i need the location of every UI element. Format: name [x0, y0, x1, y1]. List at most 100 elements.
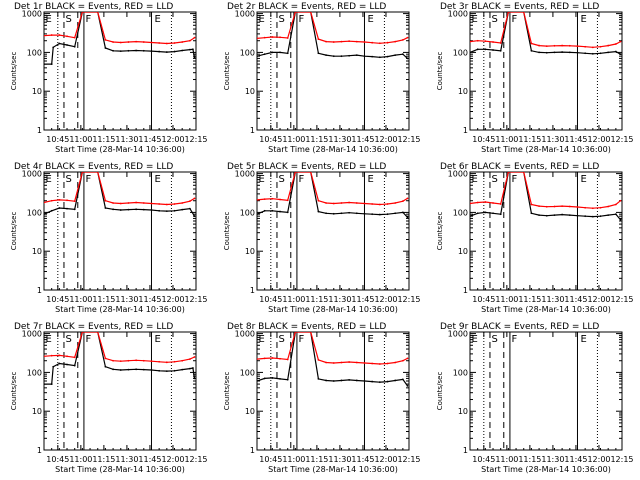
data-point-events	[406, 216, 409, 219]
data-point-events	[181, 208, 184, 211]
data-point-lld	[363, 41, 366, 43]
x-tick-label: 10:45	[259, 455, 282, 464]
data-point-lld	[271, 197, 274, 200]
data-point-lld	[158, 203, 161, 205]
detector-panel-3: Det 3r BLACK = Events, RED = LLD 1 10 100 10…	[436, 2, 634, 154]
x-tick-label: 10:45	[259, 135, 282, 144]
x-tick-label: 12:00	[161, 135, 184, 144]
data-point-lld	[599, 206, 602, 209]
data-point-events	[112, 368, 114, 371]
data-point-events	[52, 365, 55, 368]
x-tick-label: 10:45	[46, 135, 69, 144]
panel-title: Det 8r BLACK = Events, RED = LLD	[227, 322, 386, 332]
y-tick-label: 1000	[22, 170, 42, 179]
data-point-events	[484, 48, 487, 51]
marker-label: F	[511, 334, 517, 345]
data-point-lld	[371, 41, 374, 44]
x-tick-label: 12:00	[161, 455, 184, 464]
detector-panel-5: Det 5r BLACK = Events, RED = LLD 1 10 100 10…	[223, 162, 421, 314]
data-point-events	[470, 51, 471, 54]
y-axis-label: Counts/sec	[223, 372, 231, 411]
data-point-events	[476, 212, 479, 215]
data-point-lld	[294, 332, 297, 333]
marker-label: S	[65, 334, 71, 345]
x-tick-label: 11:15	[92, 135, 115, 144]
data-point-events	[619, 53, 622, 56]
data-point-events	[73, 208, 76, 211]
data-point-lld	[401, 200, 404, 203]
marker-label: E	[581, 14, 587, 25]
data-point-lld	[584, 45, 587, 48]
x-tick-label: 12:00	[374, 455, 397, 464]
data-point-events	[150, 209, 153, 211]
y-tick-label: 1	[37, 126, 42, 135]
x-tick-label: 11:00	[282, 295, 305, 304]
data-point-lld	[150, 202, 153, 205]
data-point-lld	[614, 203, 617, 206]
y-tick-label: 100	[240, 368, 255, 377]
data-point-lld	[619, 199, 622, 202]
detector-panel-8: Det 8r BLACK = Events, RED = LLD 1 10 100 10…	[223, 322, 421, 474]
plot-frame	[43, 171, 197, 291]
panel-title: Det 4r BLACK = Events, RED = LLD	[14, 162, 173, 172]
data-point-events	[545, 51, 548, 54]
data-point-lld	[378, 363, 381, 365]
data-point-lld	[257, 37, 258, 40]
data-point-events	[279, 210, 281, 213]
panel-title: Det 7r BLACK = Events, RED = LLD	[14, 322, 173, 332]
marker-label: F	[85, 334, 91, 345]
data-point-events	[279, 51, 281, 54]
data-point-events	[135, 208, 138, 211]
data-point-lld	[119, 41, 122, 44]
data-point-events	[584, 215, 587, 218]
data-point-lld	[484, 201, 487, 203]
data-point-events	[173, 369, 176, 372]
data-point-lld	[607, 44, 610, 47]
y-axis-label: Counts/sec	[436, 212, 444, 251]
data-point-events	[165, 51, 168, 53]
data-point-events	[181, 49, 184, 52]
data-point-events	[73, 364, 76, 367]
data-point-lld	[406, 36, 409, 39]
x-tick-label: 11:00	[69, 455, 92, 464]
data-point-lld	[263, 36, 266, 39]
data-point-lld	[44, 34, 45, 37]
x-tick-label: 11:15	[92, 295, 115, 304]
marker-label: E	[368, 14, 374, 25]
series-line-lld	[257, 172, 408, 206]
data-point-lld	[476, 201, 479, 204]
data-point-lld	[371, 203, 374, 205]
data-point-events	[104, 365, 107, 368]
data-point-events	[530, 212, 533, 215]
series-line-events	[470, 12, 621, 55]
x-tick-label: 11:30	[115, 135, 138, 144]
marker-label: S	[491, 334, 497, 345]
marker-label: S	[491, 14, 497, 25]
data-point-events	[545, 214, 548, 217]
detector-panel-9: Det 9r BLACK = Events, RED = LLD 1 10 100 10…	[436, 322, 634, 474]
y-tick-label: 100	[453, 368, 468, 377]
data-point-events	[271, 209, 274, 212]
data-point-lld	[309, 12, 312, 13]
marker-label: E	[46, 14, 52, 25]
data-point-lld	[309, 332, 312, 333]
data-point-lld	[394, 361, 397, 364]
data-point-lld	[73, 200, 76, 203]
data-point-lld	[406, 357, 409, 360]
series-line-events	[44, 172, 196, 217]
data-point-events	[386, 380, 389, 383]
y-tick-label: 1	[250, 446, 255, 455]
x-tick-label: 11:00	[69, 295, 92, 304]
x-tick-label: 10:45	[472, 295, 495, 304]
data-point-lld	[181, 359, 184, 362]
x-tick-label: 11:30	[328, 455, 351, 464]
data-point-events	[279, 378, 281, 380]
y-tick-label: 1000	[235, 170, 255, 179]
data-point-events	[348, 54, 351, 57]
x-tick-label: 11:45	[351, 295, 374, 304]
data-point-events	[188, 207, 191, 210]
x-tick-label: 11:30	[541, 135, 564, 144]
data-point-lld	[119, 202, 122, 205]
data-point-lld	[279, 198, 281, 201]
